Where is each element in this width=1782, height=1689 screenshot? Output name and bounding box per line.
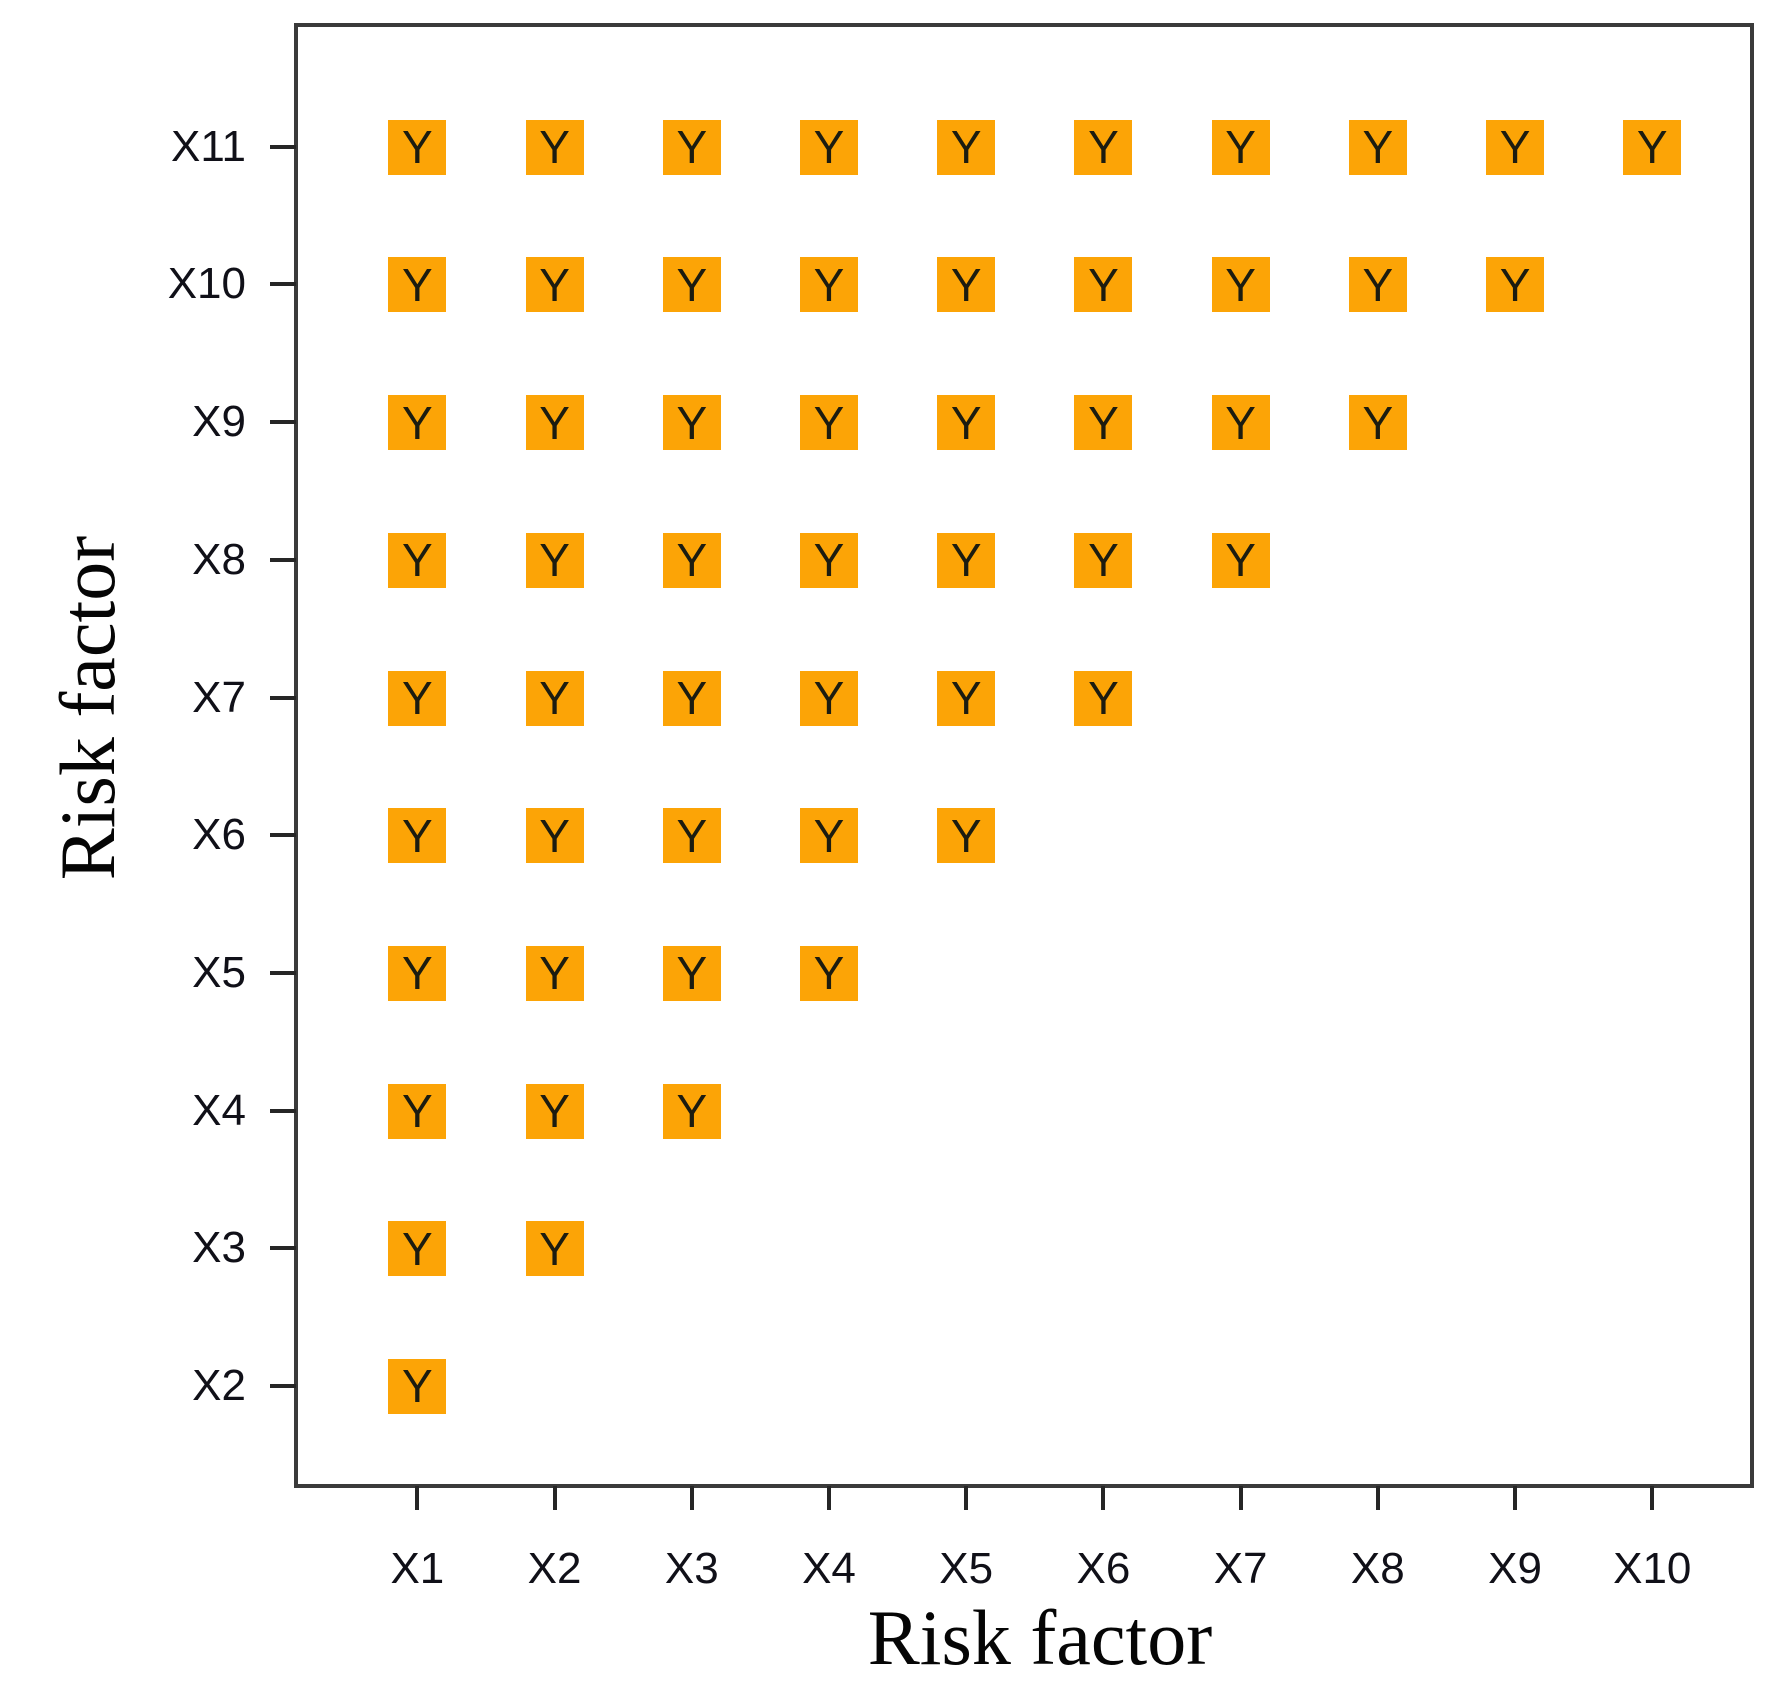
x-axis-tick xyxy=(964,1486,969,1510)
matrix-cell-marker: Y xyxy=(937,532,996,588)
matrix-cell-marker: Y xyxy=(1074,395,1133,451)
matrix-cell-marker: Y xyxy=(1211,395,1270,451)
matrix-cell-marker: Y xyxy=(388,532,447,588)
x-axis-tick xyxy=(1238,1486,1243,1510)
matrix-cell-marker: Y xyxy=(937,257,996,313)
x-axis-tick-label: X8 xyxy=(1350,1544,1405,1593)
matrix-cell-marker: Y xyxy=(388,808,447,864)
matrix-cell-marker: Y xyxy=(800,119,858,175)
matrix-cell-marker: Y xyxy=(662,808,721,864)
matrix-cell-marker: Y xyxy=(1211,257,1270,313)
x-axis-tick-label: X6 xyxy=(1076,1544,1131,1593)
matrix-cell-marker: Y xyxy=(1074,257,1133,313)
matrix-cell-marker: Y xyxy=(662,532,721,588)
y-axis-tick-label: X10 xyxy=(167,259,246,309)
y-axis-tick xyxy=(270,557,296,562)
matrix-cell-marker: Y xyxy=(937,119,996,175)
matrix-cell-marker: Y xyxy=(800,808,858,864)
matrix-cell-marker: Y xyxy=(800,395,858,451)
matrix-cell-marker: Y xyxy=(1074,119,1133,175)
matrix-cell-marker: Y xyxy=(1348,395,1407,451)
matrix-cell-marker: Y xyxy=(1348,257,1407,313)
matrix-cell-marker: Y xyxy=(1623,119,1682,175)
matrix-cell-marker: Y xyxy=(525,1083,584,1139)
matrix-cell-marker: Y xyxy=(388,670,447,726)
matrix-cell-marker: Y xyxy=(1348,119,1407,175)
matrix-cell-marker: Y xyxy=(800,257,858,313)
y-axis-tick-label: X9 xyxy=(192,397,246,447)
y-axis-tick-label: X7 xyxy=(192,672,246,722)
y-axis-tick-label: X8 xyxy=(192,534,246,584)
matrix-cell-marker: Y xyxy=(1074,670,1133,726)
y-axis-tick xyxy=(270,695,296,700)
plot-area xyxy=(294,23,1754,1488)
x-axis-tick xyxy=(1513,1486,1518,1510)
matrix-cell-marker: Y xyxy=(1211,532,1270,588)
y-axis-tick xyxy=(270,833,296,838)
matrix-cell-marker: Y xyxy=(388,257,447,313)
x-axis-tick xyxy=(827,1486,831,1510)
matrix-cell-marker: Y xyxy=(1074,532,1133,588)
y-axis-tick xyxy=(270,144,296,149)
y-axis-tick-label: X2 xyxy=(192,1360,246,1410)
matrix-cell-marker: Y xyxy=(525,1221,584,1277)
matrix-cell-marker: Y xyxy=(388,1221,447,1277)
x-axis-title: Risk factor xyxy=(867,1594,1213,1681)
y-axis-tick xyxy=(270,970,296,975)
matrix-cell-marker: Y xyxy=(525,532,584,588)
matrix-cell-marker: Y xyxy=(662,1083,721,1139)
y-axis-tick xyxy=(270,1108,296,1113)
matrix-cell-marker: Y xyxy=(388,395,447,451)
x-axis-tick-label: X3 xyxy=(664,1544,719,1593)
matrix-cell-marker: Y xyxy=(662,395,721,451)
x-axis-tick-label: X9 xyxy=(1488,1544,1542,1593)
x-axis-tick-label: X10 xyxy=(1613,1544,1692,1593)
y-axis-tick-label: X5 xyxy=(192,947,246,997)
x-axis-tick-label: X7 xyxy=(1213,1544,1268,1593)
matrix-cell-marker: Y xyxy=(800,945,858,1001)
x-axis-tick xyxy=(1375,1486,1380,1510)
x-axis-tick-label: X5 xyxy=(939,1544,994,1593)
matrix-cell-marker: Y xyxy=(525,670,584,726)
matrix-cell-marker: Y xyxy=(662,945,721,1001)
x-axis-tick xyxy=(689,1486,694,1510)
matrix-cell-marker: Y xyxy=(662,257,721,313)
matrix-cell-marker: Y xyxy=(388,945,447,1001)
matrix-cell-marker: Y xyxy=(388,1358,447,1414)
matrix-cell-marker: Y xyxy=(800,532,858,588)
matrix-cell-marker: Y xyxy=(525,808,584,864)
matrix-cell-marker: Y xyxy=(800,670,858,726)
matrix-cell-marker: Y xyxy=(388,1083,447,1139)
y-axis-tick xyxy=(270,1383,296,1388)
y-axis-tick xyxy=(270,282,296,287)
x-axis-tick-label: X2 xyxy=(527,1544,582,1593)
matrix-cell-marker: Y xyxy=(937,395,996,451)
x-axis-tick xyxy=(415,1486,420,1510)
x-axis-tick-label: X1 xyxy=(390,1544,445,1593)
y-axis-tick xyxy=(270,420,296,425)
x-axis-tick xyxy=(1101,1486,1106,1510)
y-axis-tick-label: X4 xyxy=(192,1085,246,1135)
y-axis-tick-label: X6 xyxy=(192,810,246,860)
matrix-cell-marker: Y xyxy=(1486,257,1545,313)
matrix-cell-marker: Y xyxy=(937,670,996,726)
matrix-cell-marker: Y xyxy=(388,119,447,175)
matrix-cell-marker: Y xyxy=(525,945,584,1001)
matrix-cell-marker: Y xyxy=(662,119,721,175)
matrix-cell-marker: Y xyxy=(662,670,721,726)
matrix-cell-marker: Y xyxy=(525,119,584,175)
x-axis-tick-label: X4 xyxy=(802,1544,856,1593)
matrix-cell-marker: Y xyxy=(525,395,584,451)
y-axis-tick-label: X11 xyxy=(170,121,246,171)
matrix-cell-marker: Y xyxy=(525,257,584,313)
matrix-cell-marker: Y xyxy=(1486,119,1545,175)
y-axis-tick-label: X3 xyxy=(192,1223,246,1273)
x-axis-tick xyxy=(1650,1486,1655,1510)
x-axis-tick xyxy=(552,1486,557,1510)
y-axis-tick xyxy=(270,1246,296,1251)
matrix-cell-marker: Y xyxy=(937,808,996,864)
matrix-cell-marker: Y xyxy=(1211,119,1270,175)
